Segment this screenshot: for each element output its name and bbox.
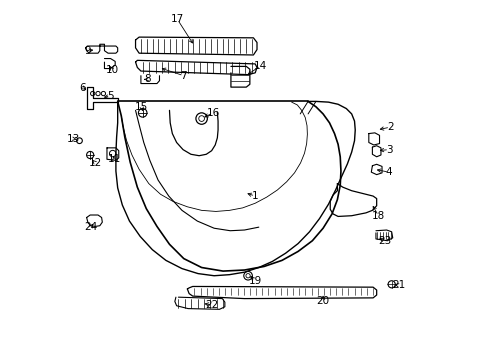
Text: 9: 9 bbox=[84, 46, 91, 56]
Text: 16: 16 bbox=[206, 108, 219, 118]
Text: 2: 2 bbox=[386, 122, 393, 132]
Text: 20: 20 bbox=[316, 296, 329, 306]
Text: 18: 18 bbox=[371, 211, 384, 221]
Text: 21: 21 bbox=[391, 280, 405, 291]
Text: 12: 12 bbox=[88, 158, 102, 168]
Text: 7: 7 bbox=[180, 71, 187, 81]
Text: 10: 10 bbox=[105, 65, 119, 75]
Text: 19: 19 bbox=[248, 276, 261, 286]
Text: 23: 23 bbox=[377, 236, 390, 246]
Text: 6: 6 bbox=[80, 83, 86, 93]
Text: 1: 1 bbox=[251, 191, 258, 201]
Text: 11: 11 bbox=[107, 154, 121, 164]
Text: 22: 22 bbox=[205, 300, 219, 310]
Text: 14: 14 bbox=[253, 61, 266, 71]
Text: 13: 13 bbox=[67, 134, 80, 144]
Text: 8: 8 bbox=[144, 74, 150, 84]
Text: 15: 15 bbox=[135, 102, 148, 112]
Text: 24: 24 bbox=[84, 222, 97, 232]
Text: 3: 3 bbox=[385, 145, 392, 155]
Text: 17: 17 bbox=[170, 14, 183, 24]
Text: 4: 4 bbox=[385, 167, 392, 177]
Text: 5: 5 bbox=[107, 91, 114, 101]
